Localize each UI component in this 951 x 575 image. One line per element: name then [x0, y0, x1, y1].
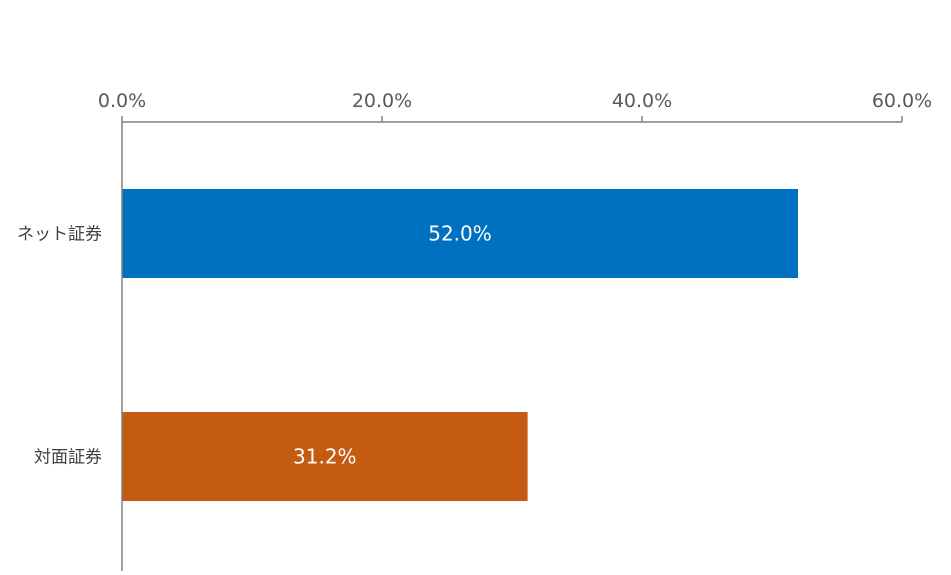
x-tick-label: 0.0%: [98, 90, 146, 112]
data-label: 31.2%: [293, 445, 357, 469]
x-tick-label: 60.0%: [872, 90, 932, 112]
labels-layer: 0.0% 20.0% 40.0% 60.0% 52.0% ネット証券 31.2% 対面証券: [17, 90, 932, 469]
data-label: 52.0%: [428, 222, 492, 246]
x-tick-label: 40.0%: [612, 90, 672, 112]
category-label: 対面証券: [34, 448, 102, 468]
bar: [122, 412, 528, 501]
bars-layer: [122, 189, 798, 501]
bar: [122, 189, 798, 278]
category-label: ネット証券: [17, 225, 102, 245]
axis-layer: [121, 116, 903, 571]
x-tick-label: 20.0%: [352, 90, 412, 112]
